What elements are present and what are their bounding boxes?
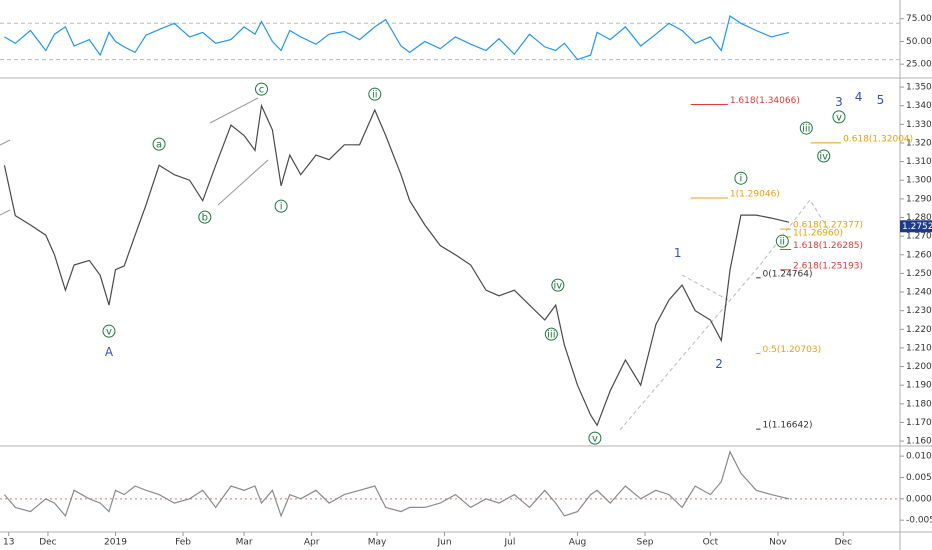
y-tick-label: 0.00000 <box>906 494 932 504</box>
y-tick-label: 1.28000 <box>906 213 932 223</box>
fib-label: 1.618(1.34066) <box>730 96 800 106</box>
wave-circle <box>274 199 288 213</box>
x-tick-label: Aug <box>569 538 587 548</box>
wave-label: 2 <box>715 357 723 371</box>
y-tick-label: 1.16000 <box>906 437 932 447</box>
wave-circle <box>255 82 269 96</box>
wave-label: iii <box>547 330 555 341</box>
y-tick-label: 0.01000 <box>906 452 932 462</box>
y-tick-label: 1.22000 <box>906 325 932 335</box>
x-tick-label: Sep <box>637 538 654 548</box>
wave-label: iii <box>802 124 810 135</box>
wave-circle <box>152 137 166 151</box>
y-tick-label: 1.29000 <box>906 194 932 204</box>
wave-circle <box>775 234 789 248</box>
wave-circle <box>588 431 602 445</box>
x-tick-label: Mar <box>236 538 253 548</box>
y-tick-label: 1.33000 <box>906 120 932 130</box>
y-tick-label: 1.31000 <box>906 157 932 167</box>
y-tick-label: 75.00 <box>906 14 932 24</box>
wave-circle <box>799 121 813 135</box>
fib-label: 1(1.29046) <box>730 190 780 200</box>
x-tick-label: Feb <box>175 538 191 548</box>
y-tick-label: 1.35000 <box>906 83 932 93</box>
wave-label: v <box>592 434 598 445</box>
x-tick-label: Jul <box>503 538 515 548</box>
wave-label: iv <box>819 152 828 163</box>
wave-label: 4 <box>855 90 863 104</box>
y-tick-label: 1.25000 <box>906 269 932 279</box>
y-tick-label: 1.32000 <box>906 138 932 148</box>
wave-label: 3 <box>835 95 843 109</box>
x-tick-label: Dec <box>835 538 852 548</box>
y-tick-label: -0.00500 <box>906 516 932 526</box>
wave-label: 1 <box>674 246 682 260</box>
wave-label: iv <box>554 281 563 292</box>
fib-label: 1(1.16642) <box>763 421 813 431</box>
wave-label: b <box>202 213 208 224</box>
wave-label: A <box>105 345 114 359</box>
y-tick-label: 1.20000 <box>906 362 932 372</box>
x-tick-label: Nov <box>769 538 787 548</box>
macd-line <box>3 450 790 518</box>
channel-line <box>209 97 259 124</box>
fib-label: 0.618(1.32004) <box>843 134 913 144</box>
y-tick-label: 1.23000 <box>906 306 932 316</box>
fib-label: 2.618(1.25193) <box>793 261 863 271</box>
channel-line <box>0 209 11 216</box>
wave-circle <box>102 324 116 338</box>
y-tick-label: 25.00 <box>906 60 932 70</box>
wave-label: i <box>280 202 283 213</box>
y-tick-label: 1.34000 <box>906 101 932 111</box>
x-tick-label: Oct <box>703 538 719 548</box>
wave-label: ii <box>372 90 378 101</box>
x-tick-label: Dec <box>39 538 56 548</box>
wave-label: a <box>156 140 162 151</box>
last-price-label: 1.27529 <box>902 222 932 232</box>
wave-circle <box>544 327 558 341</box>
wave-label: c <box>259 85 265 96</box>
channel-line <box>0 139 11 146</box>
y-tick-label: 50.00 <box>906 37 932 47</box>
y-tick-label: 1.19000 <box>906 381 932 391</box>
y-tick-label: 1.17000 <box>906 418 932 428</box>
y-tick-label: 1.26000 <box>906 250 932 260</box>
projection-line <box>619 199 831 431</box>
x-tick-label: 2019 <box>104 538 127 548</box>
y-tick-label: 1.24000 <box>906 288 932 298</box>
x-tick-label: May <box>368 538 387 548</box>
projection-line <box>681 274 729 301</box>
wave-circle <box>198 210 212 224</box>
wave-circle <box>368 87 382 101</box>
main-line <box>3 103 790 427</box>
y-tick-label: 0.00500 <box>906 473 932 483</box>
wave-label: i <box>740 174 743 185</box>
wave-circle <box>734 171 748 185</box>
last-price-tag <box>900 220 932 233</box>
wave-circle <box>551 278 565 292</box>
wave-circle <box>817 149 831 163</box>
wave-circle <box>832 110 846 124</box>
wave-label: 5 <box>877 93 885 107</box>
fib-label: 0(1.24764) <box>763 269 813 279</box>
y-tick-label: 1.30000 <box>906 176 932 186</box>
fib-label: 0.618(1.27377) <box>793 221 863 231</box>
fib-label: 1.618(1.26285) <box>793 241 863 251</box>
channel-line <box>217 159 269 206</box>
y-tick-label: 1.27000 <box>906 232 932 242</box>
wave-label: v <box>106 327 112 338</box>
wave-label: ii <box>780 237 786 248</box>
y-tick-label: 1.21000 <box>906 343 932 353</box>
x-tick-label: Jun <box>437 538 452 548</box>
fib-label: 1(1.26960) <box>793 228 843 238</box>
wave-label: v <box>836 112 842 123</box>
rsi-line <box>4 15 790 61</box>
fib-label: 0.5(1.20703) <box>763 345 822 355</box>
x-tick-label: Apr <box>304 538 320 548</box>
y-tick-label: 1.18000 <box>906 399 932 409</box>
x-tick-label: 13 <box>3 538 14 548</box>
